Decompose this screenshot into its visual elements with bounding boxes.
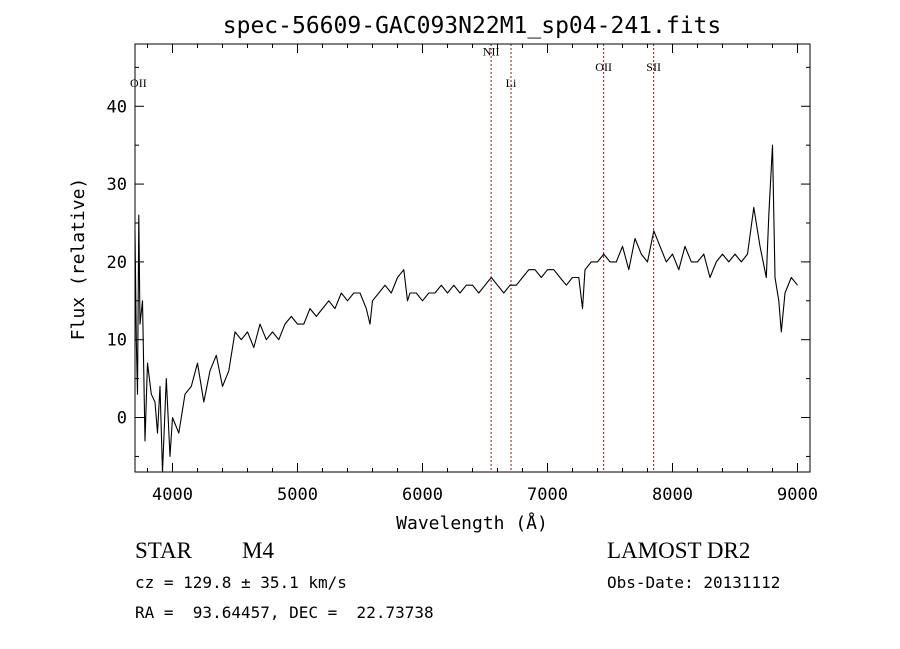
y-tick-label: 10 — [107, 331, 127, 351]
x-tick-label: 5000 — [277, 485, 318, 505]
y-tick-label: 30 — [107, 175, 127, 195]
class-label: STAR — [135, 538, 192, 563]
chart-title: spec-56609-GAC093N22M1_sp04-241.fits — [223, 13, 722, 39]
obs-date-text: Obs-Date: 20131112 — [607, 573, 781, 592]
y-tick-label: 40 — [107, 97, 127, 117]
x-tick-label: 8000 — [652, 485, 693, 505]
y-tick-label: 0 — [117, 409, 127, 429]
plot-area: 4000 5000 6000 7000 8000 9000010203040OIINIIL… — [107, 44, 818, 505]
plot-frame — [134, 43, 811, 473]
x-tick-label: 7000 — [527, 485, 568, 505]
emission-line-label: OII — [595, 60, 612, 74]
emission-line-label: SII — [646, 60, 661, 74]
y-tick-label: 20 — [107, 253, 127, 273]
emission-line-label: OII — [130, 76, 147, 90]
x-tick-label: 4000 — [152, 485, 193, 505]
redshift-text: cz = 129.8 ± 35.1 km/s — [135, 573, 347, 592]
subclass-label: M4 — [242, 538, 274, 563]
emission-line-label: Li — [506, 76, 517, 90]
x-axis-label: Wavelength (Å) — [396, 512, 548, 534]
survey-label: LAMOST DR2 — [607, 538, 751, 563]
x-tick-label: 9000 — [777, 485, 818, 505]
coordinates-text: RA = 93.64457, DEC = 22.73738 — [135, 603, 434, 622]
y-axis-label: Flux (relative) — [68, 178, 89, 341]
x-tick-label: 6000 — [402, 485, 443, 505]
spectrum-line — [134, 144, 798, 473]
emission-line-label: NII — [483, 45, 500, 59]
